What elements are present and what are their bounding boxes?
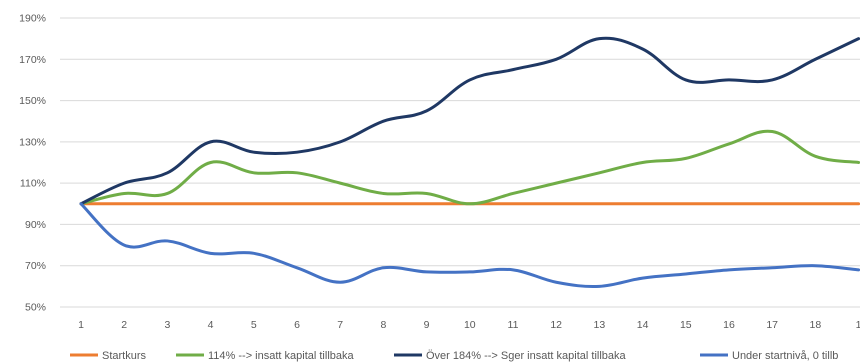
x-tick-label: 16 — [723, 319, 735, 331]
legend-label: Över 184% --> Sger insatt kapital tillba… — [426, 350, 627, 362]
x-tick-label: 7 — [337, 319, 343, 331]
x-tick-label: 17 — [766, 319, 778, 331]
gridlines — [60, 17, 860, 308]
x-tick-label: 10 — [464, 319, 476, 331]
x-tick-label: 1 — [78, 319, 84, 331]
x-tick-label: 6 — [294, 319, 300, 331]
series-lines — [79, 36, 860, 289]
x-tick-label: 15 — [680, 319, 692, 331]
legend-label: Startkurs — [102, 350, 147, 362]
x-tick-label: 8 — [380, 319, 386, 331]
series-line-under-startniva — [79, 202, 860, 289]
y-axis-tick-labels: 50% 70% 90% 110% 130% 150% 170% 190% — [19, 13, 46, 314]
x-tick-label: 1 — [856, 319, 860, 331]
y-tick-label: 130% — [19, 136, 46, 148]
series-line-over-184 — [79, 36, 860, 206]
x-tick-label: 14 — [637, 319, 649, 331]
x-axis-tick-labels: 1 2 3 4 5 6 7 8 9 10 11 12 13 14 15 16 17 18 1 — [78, 319, 860, 331]
y-tick-label: 110% — [20, 178, 46, 190]
legend-label: Under startnivå, 0 tillb — [732, 350, 838, 362]
x-tick-label: 11 — [508, 319, 519, 331]
x-tick-label: 5 — [251, 319, 257, 331]
x-tick-label: 2 — [121, 319, 127, 331]
y-tick-label: 190% — [19, 13, 46, 25]
x-tick-label: 13 — [594, 319, 606, 331]
y-tick-label: 170% — [19, 54, 46, 66]
x-tick-label: 18 — [810, 319, 822, 331]
legend-label: 114% --> insatt kapital tillbaka — [208, 350, 355, 362]
y-tick-label: 90% — [25, 219, 46, 231]
x-tick-label: 12 — [550, 319, 562, 331]
y-tick-label: 150% — [19, 95, 46, 107]
legend: Startkurs 114% --> insatt kapital tillbak… — [70, 350, 838, 362]
series-line-114 — [79, 129, 860, 206]
x-tick-label: 4 — [208, 319, 214, 331]
y-tick-label: 50% — [25, 302, 46, 314]
x-tick-label: 3 — [164, 319, 170, 331]
y-tick-label: 70% — [25, 260, 46, 272]
x-tick-label: 9 — [424, 319, 430, 331]
